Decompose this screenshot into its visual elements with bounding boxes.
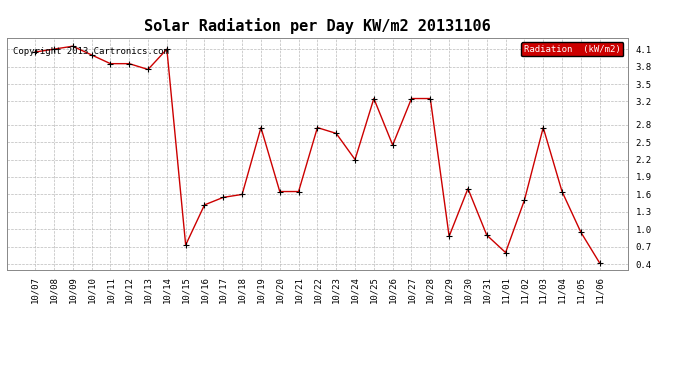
Legend: Radiation  (kW/m2): Radiation (kW/m2) xyxy=(521,42,623,56)
Text: Copyright 2013 Cartronics.com: Copyright 2013 Cartronics.com xyxy=(13,47,169,56)
Title: Solar Radiation per Day KW/m2 20131106: Solar Radiation per Day KW/m2 20131106 xyxy=(144,18,491,33)
